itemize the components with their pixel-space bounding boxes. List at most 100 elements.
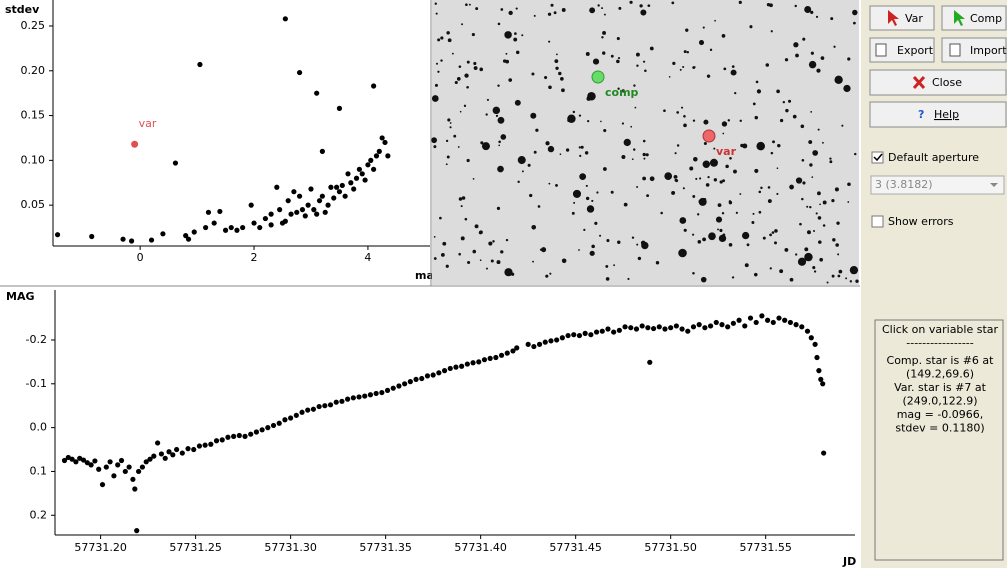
info-line: mag = -0.0966, <box>897 408 984 421</box>
help-button[interactable] <box>869 101 1007 128</box>
data-point <box>274 184 280 190</box>
star <box>682 66 685 69</box>
data-point <box>424 373 431 379</box>
star <box>587 119 590 123</box>
comp-button[interactable] <box>941 5 1007 31</box>
data-point <box>645 325 651 331</box>
star <box>610 190 614 194</box>
data-point <box>54 232 61 238</box>
star <box>585 184 588 187</box>
data-point <box>265 425 271 431</box>
star <box>464 217 468 221</box>
star <box>802 37 806 41</box>
star <box>449 122 452 124</box>
var-button[interactable] <box>869 5 935 31</box>
data-point <box>413 376 419 383</box>
star <box>579 154 582 157</box>
star <box>480 141 484 145</box>
checkbox[interactable] <box>871 215 884 228</box>
star <box>578 146 581 149</box>
data-point <box>430 372 436 378</box>
star <box>547 12 552 16</box>
star <box>472 249 477 254</box>
data-point <box>351 186 357 192</box>
data-point <box>185 236 192 242</box>
star <box>800 124 805 129</box>
star-image[interactable] <box>432 0 859 285</box>
data-point <box>322 209 328 215</box>
star <box>647 4 651 8</box>
info-line: stdev = 0.1180) <box>895 422 984 435</box>
data-point <box>662 326 668 332</box>
star <box>811 176 814 178</box>
star <box>485 113 488 116</box>
star <box>723 67 727 71</box>
star <box>686 50 690 54</box>
data-point <box>753 319 759 326</box>
data-point <box>611 329 617 335</box>
star <box>548 40 551 43</box>
data-point <box>799 324 805 330</box>
checkbox[interactable] <box>871 151 884 164</box>
star <box>728 200 732 203</box>
star <box>767 186 771 189</box>
star <box>644 69 647 73</box>
data-point <box>131 140 139 148</box>
data-point <box>166 449 172 455</box>
star <box>467 261 471 265</box>
star <box>472 177 475 180</box>
data-point <box>155 440 161 446</box>
star-field <box>431 0 859 284</box>
y-tick-label: 0.05 <box>21 198 46 211</box>
star <box>762 236 766 240</box>
data-point <box>139 464 146 470</box>
close-button[interactable] <box>869 69 1007 96</box>
star <box>447 118 451 122</box>
star <box>831 199 835 203</box>
star <box>717 228 719 231</box>
star <box>831 274 835 278</box>
star <box>730 69 737 76</box>
icon <box>875 43 887 57</box>
star <box>633 84 636 87</box>
data-point <box>464 361 470 367</box>
star <box>770 30 773 33</box>
data-point <box>134 528 140 534</box>
star <box>706 74 711 78</box>
data-point <box>668 325 674 331</box>
star <box>845 277 848 280</box>
data-point <box>203 224 209 231</box>
star <box>588 92 591 95</box>
star <box>531 224 537 230</box>
star <box>809 205 812 209</box>
star <box>532 260 534 263</box>
data-point <box>147 456 153 462</box>
icon <box>949 43 961 57</box>
star <box>578 249 580 251</box>
y-tick-label: 0.10 <box>21 153 46 166</box>
data-point <box>73 459 79 465</box>
star <box>715 216 723 223</box>
data-point <box>390 385 396 391</box>
star <box>767 199 772 204</box>
info-line: Comp. star is #6 at <box>887 354 995 367</box>
star <box>703 198 707 201</box>
data-point <box>319 148 325 154</box>
star <box>508 78 513 82</box>
star <box>697 213 700 216</box>
star <box>741 231 750 240</box>
star <box>603 128 607 133</box>
star <box>703 119 709 125</box>
star <box>515 50 520 55</box>
star <box>505 238 509 242</box>
aperture-select[interactable] <box>870 175 1005 195</box>
data-point <box>89 233 95 240</box>
star <box>769 233 772 237</box>
data-point <box>172 160 179 166</box>
star <box>433 257 437 260</box>
star <box>739 119 742 122</box>
star <box>683 115 686 118</box>
data-point <box>208 441 214 447</box>
star <box>527 163 531 167</box>
y-tick-label: 0.25 <box>21 19 46 32</box>
